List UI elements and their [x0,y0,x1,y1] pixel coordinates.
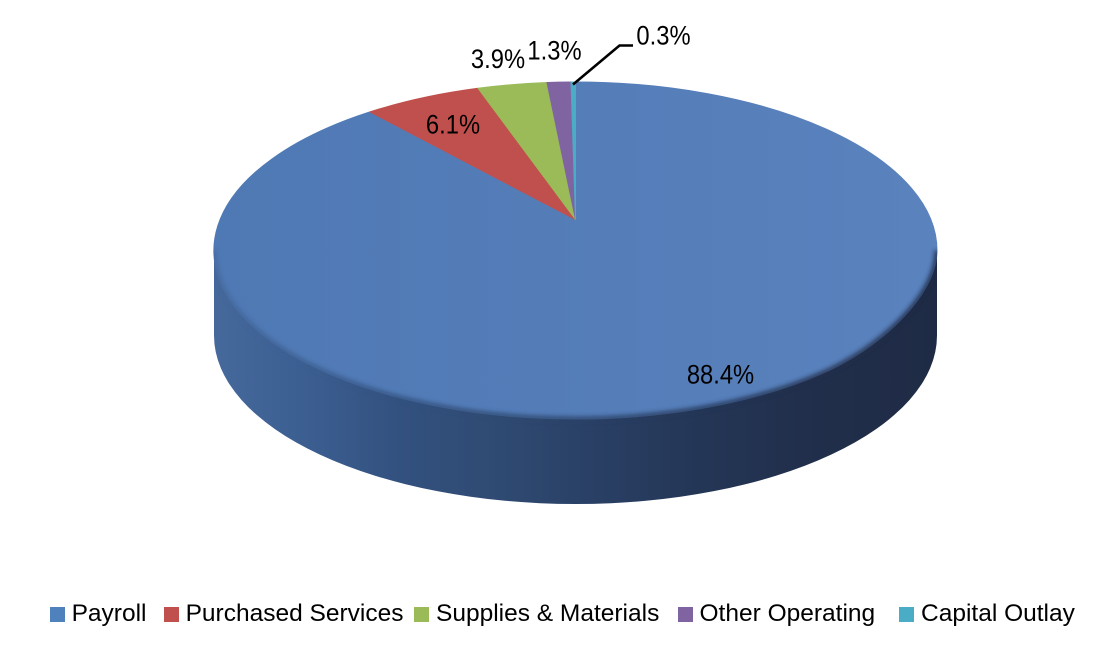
svg-text:88.4%: 88.4% [687,360,754,390]
svg-text:0.3%: 0.3% [636,21,690,51]
svg-text:1.3%: 1.3% [527,36,581,66]
svg-text:6.1%: 6.1% [426,110,480,140]
svg-text:3.9%: 3.9% [471,44,525,74]
